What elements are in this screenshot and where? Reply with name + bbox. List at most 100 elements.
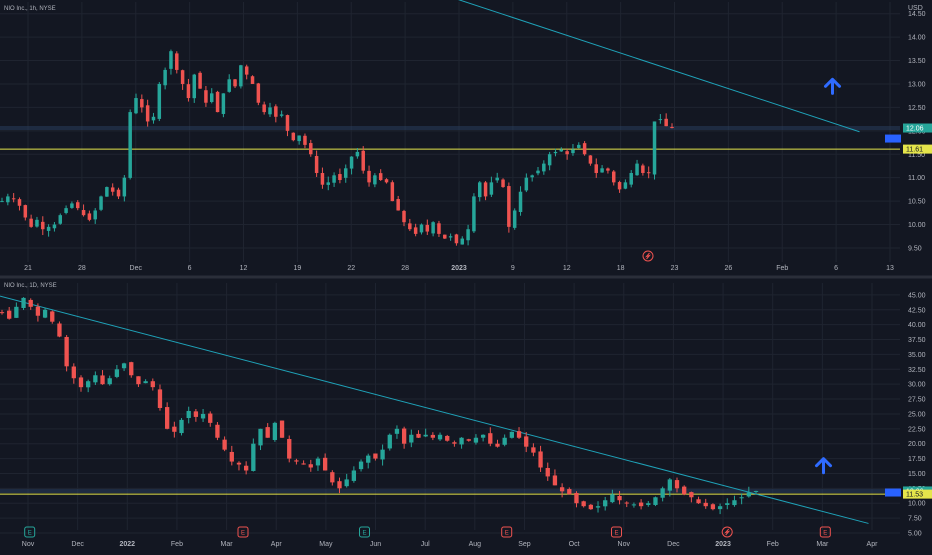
dividend-icon[interactable]: [721, 526, 733, 538]
candle[interactable]: [233, 79, 237, 89]
candle[interactable]: [244, 64, 249, 80]
candle[interactable]: [186, 406, 191, 424]
candle[interactable]: [409, 429, 414, 448]
candle[interactable]: [179, 418, 184, 436]
candle[interactable]: [559, 147, 564, 152]
candle[interactable]: [617, 490, 622, 505]
candle[interactable]: [524, 173, 529, 193]
dividend-icon[interactable]: [642, 250, 654, 262]
candle[interactable]: [279, 110, 284, 118]
candle[interactable]: [303, 133, 307, 149]
candle[interactable]: [157, 384, 163, 411]
candle[interactable]: [28, 298, 33, 310]
candle[interactable]: [610, 489, 615, 504]
candle[interactable]: [501, 178, 505, 188]
candle[interactable]: [588, 503, 593, 510]
candle[interactable]: [631, 502, 637, 508]
candle[interactable]: [193, 408, 199, 422]
pane-1d[interactable]: E E E E E E 45.00 42.50 40.00 37.50 35.00 32.50 30.…: [0, 283, 932, 548]
candle[interactable]: [70, 201, 74, 209]
candle[interactable]: [437, 220, 441, 237]
candle[interactable]: [472, 193, 476, 233]
candle[interactable]: [351, 466, 357, 483]
candle[interactable]: [710, 503, 716, 511]
candle[interactable]: [588, 155, 593, 166]
candle[interactable]: [664, 113, 668, 127]
candle[interactable]: [262, 101, 266, 115]
candle[interactable]: [11, 193, 16, 203]
candle[interactable]: [58, 213, 63, 225]
candle[interactable]: [93, 208, 97, 224]
candle[interactable]: [629, 170, 633, 188]
candle[interactable]: [279, 420, 285, 438]
candle[interactable]: [689, 491, 694, 503]
pane-1h-price-axis[interactable]: 14.5014.0013.5013.0012.5012.0011.5011.00…: [908, 11, 926, 252]
candle[interactable]: [413, 223, 418, 237]
candle[interactable]: [667, 478, 672, 497]
candle[interactable]: [739, 493, 744, 505]
candle[interactable]: [536, 166, 540, 176]
candle[interactable]: [452, 440, 457, 447]
candle[interactable]: [0, 197, 4, 203]
candle[interactable]: [151, 112, 156, 124]
candle[interactable]: [105, 186, 109, 197]
candle[interactable]: [315, 456, 321, 471]
candle[interactable]: [86, 379, 91, 393]
pane-1d-time-axis[interactable]: Nov Dec 2022 Feb Mar Apr May Jun Jul Aug Sep Oct Nov…: [22, 541, 878, 548]
candle[interactable]: [559, 483, 565, 498]
candle[interactable]: [390, 180, 395, 202]
candle[interactable]: [200, 409, 206, 422]
candle[interactable]: [518, 186, 523, 216]
candle[interactable]: [0, 309, 5, 315]
trendline[interactable]: [0, 295, 869, 524]
candle[interactable]: [121, 362, 127, 372]
candle[interactable]: [349, 156, 354, 175]
pane-1h[interactable]: 14.5014.0013.5013.0012.5012.0011.5011.00…: [0, 0, 932, 272]
candle[interactable]: [387, 433, 392, 451]
candle[interactable]: [430, 432, 436, 441]
candle[interactable]: [538, 445, 543, 472]
candle[interactable]: [507, 182, 511, 233]
candle[interactable]: [600, 165, 604, 173]
candle[interactable]: [221, 93, 226, 118]
candle[interactable]: [646, 166, 651, 179]
candle[interactable]: [343, 164, 348, 183]
candle[interactable]: [143, 379, 148, 384]
candle[interactable]: [502, 434, 507, 447]
candle[interactable]: [46, 224, 51, 237]
candle[interactable]: [110, 183, 115, 196]
candle[interactable]: [140, 94, 144, 113]
candle[interactable]: [682, 485, 687, 496]
candle[interactable]: [35, 303, 41, 322]
candle[interactable]: [489, 176, 494, 197]
candle[interactable]: [358, 459, 364, 472]
pane-1d-trendline[interactable]: [0, 295, 869, 524]
candle[interactable]: [150, 378, 155, 391]
candle[interactable]: [530, 174, 534, 182]
pane-1h-trendline[interactable]: [423, 0, 860, 133]
candle[interactable]: [717, 503, 723, 515]
candle[interactable]: [380, 444, 385, 466]
candle[interactable]: [163, 67, 167, 90]
candle[interactable]: [128, 109, 132, 180]
candle[interactable]: [272, 421, 278, 442]
candle[interactable]: [531, 443, 536, 457]
candle[interactable]: [445, 434, 450, 442]
candle[interactable]: [35, 216, 39, 228]
candle[interactable]: [495, 172, 499, 183]
candle[interactable]: [516, 427, 522, 439]
candle[interactable]: [653, 496, 658, 507]
candle[interactable]: [326, 176, 331, 191]
candle[interactable]: [227, 74, 231, 93]
candle[interactable]: [198, 71, 202, 89]
candle[interactable]: [169, 49, 173, 75]
candle[interactable]: [367, 165, 371, 187]
candle[interactable]: [646, 501, 651, 507]
candle[interactable]: [145, 99, 150, 127]
candle[interactable]: [582, 141, 587, 156]
candle[interactable]: [208, 411, 213, 427]
candle[interactable]: [265, 423, 270, 438]
candle[interactable]: [64, 335, 69, 372]
candle[interactable]: [670, 123, 674, 129]
